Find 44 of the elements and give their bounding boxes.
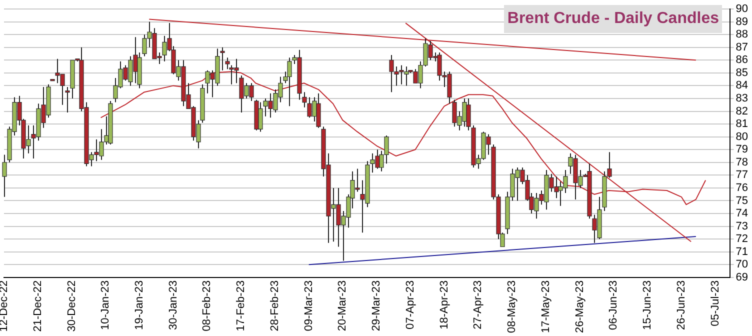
y-tick-label: 89 bbox=[736, 16, 748, 28]
y-tick-label: 75 bbox=[736, 194, 748, 207]
y-tick-label: 90 bbox=[736, 3, 748, 16]
x-tick-label: 09-Mar-23 bbox=[302, 280, 315, 332]
y-tick-label: 69 bbox=[736, 271, 748, 284]
y-tick-label: 87 bbox=[736, 41, 748, 54]
x-tick-label: 26-May-23 bbox=[574, 280, 586, 333]
x-tick-label: 29-Mar-23 bbox=[370, 280, 383, 332]
y-tick-label: 80 bbox=[736, 130, 748, 143]
x-tick-label: 30-Dec-22 bbox=[66, 280, 78, 332]
y-tick-label: 86 bbox=[736, 54, 748, 66]
x-tick-label: 05-Jul-23 bbox=[709, 280, 722, 326]
x-tick-label: 28-Feb-23 bbox=[268, 280, 281, 332]
y-tick-label: 77 bbox=[736, 169, 748, 182]
y-tick-label: 79 bbox=[736, 144, 748, 156]
x-tick-label: 17-May-23 bbox=[540, 280, 552, 333]
y-tick-label: 72 bbox=[736, 233, 748, 246]
x-tick-label: 26-Jun-23 bbox=[675, 280, 688, 330]
y-tick-label: 84 bbox=[736, 80, 748, 92]
y-tick-label: 85 bbox=[736, 66, 748, 79]
y-tick-label: 83 bbox=[736, 92, 748, 105]
x-tick-label: 06-Jun-23 bbox=[608, 280, 620, 330]
chart-title: Brent Crude - Daily Candles bbox=[504, 5, 722, 33]
x-tick-label: 17-Feb-23 bbox=[235, 280, 248, 332]
y-tick-label: 78 bbox=[736, 156, 748, 168]
y-tick-label: 82 bbox=[736, 105, 748, 118]
x-tick-label: 08-Feb-23 bbox=[201, 280, 214, 332]
y-tick-label: 70 bbox=[736, 258, 748, 271]
y-tick-label: 71 bbox=[736, 246, 748, 258]
x-tick-label: 10-Jan-23 bbox=[100, 280, 112, 330]
x-tick-label: 27-Apr-23 bbox=[472, 280, 484, 330]
y-tick-label: 74 bbox=[736, 208, 748, 220]
y-tick-label: 76 bbox=[736, 182, 748, 194]
x-tick-label: 07-Apr-23 bbox=[404, 280, 416, 330]
x-tick-label: 15-Jun-23 bbox=[642, 280, 654, 330]
x-tick-label: 18-Apr-23 bbox=[438, 280, 450, 330]
y-tick-label: 88 bbox=[736, 28, 748, 41]
y-tick-label: 73 bbox=[736, 220, 748, 232]
x-tick-label: 30-Jan-23 bbox=[167, 280, 180, 330]
x-tick-label: 19-Jan-23 bbox=[134, 280, 146, 330]
x-tick-label: 21-Dec-22 bbox=[32, 280, 44, 332]
x-tick-label: 20-Mar-23 bbox=[336, 280, 349, 332]
y-tick-label: 81 bbox=[736, 118, 748, 130]
x-tick-label: 08-May-23 bbox=[506, 280, 518, 333]
